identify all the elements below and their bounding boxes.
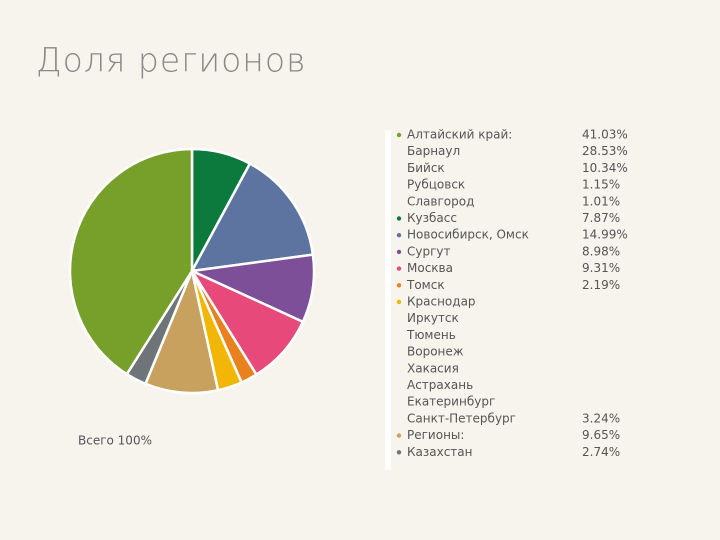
legend-value: 14.99% [582,228,628,242]
legend-label: Новосибирск, Омск [407,228,529,242]
legend-bullet [396,249,402,255]
legend-sub-label: Славгород [407,194,474,208]
legend-sub-value: 1.01% [582,194,620,208]
legend-sub-label: Екатеринбург [407,395,495,409]
legend-value: 7.87% [582,211,620,225]
legend-sub-label: Воронеж [407,345,464,359]
legend-label: Алтайский край: [407,128,512,142]
pie-slice [143,266,220,395]
legend-label: Краснодар [407,295,476,309]
legend-sub-label: Санкт-Петербург [407,411,516,425]
legend-label: Москва [407,261,453,275]
legend-sub-value: 28.53% [582,144,628,158]
legend-sub-label: Барнаул [407,144,460,158]
legend-value: 8.98% [582,244,620,258]
legend-sub-label: Хакасия [407,361,459,375]
legend-sub-value: 1.15% [582,178,620,192]
legend-value: 9.65% [582,428,620,442]
legend-bullet [396,132,402,138]
legend-bullet [396,433,402,438]
legend-value: 41.03% [582,128,628,142]
legend-sub-value: 10.34% [582,161,628,175]
legend-sub-label: Бийск [407,161,445,175]
legend-value: 9.31% [582,261,620,275]
legend-label: Регионы: [407,428,464,442]
legend-sub-label: Иркутск [407,311,459,325]
legend-value: 2.19% [582,278,620,292]
legend-bullet [396,450,402,455]
legend-value: 3.24% [582,411,620,425]
slide-title: Доля регионов [36,41,306,80]
legend-value: 2.74% [582,445,620,459]
total-label: Всего 100% [78,434,152,448]
legend-bullet [396,216,402,221]
legend-label: Сургут [407,244,451,258]
legend-bullet [396,233,402,238]
legend-label: Казахстан [407,445,473,459]
legend-sub-label: Рубцовск [407,178,465,192]
legend-sub-label: Тюмень [406,328,456,342]
pie-slice [189,161,315,273]
legend-bullet [396,283,402,288]
legend-sub-label: Астрахань [407,378,473,392]
legend-bullet [396,266,402,271]
pie-slice [68,147,194,376]
legend-bullet [396,299,402,305]
legend-label: Томск [406,278,445,292]
legend-label: Кузбасс [407,211,457,225]
